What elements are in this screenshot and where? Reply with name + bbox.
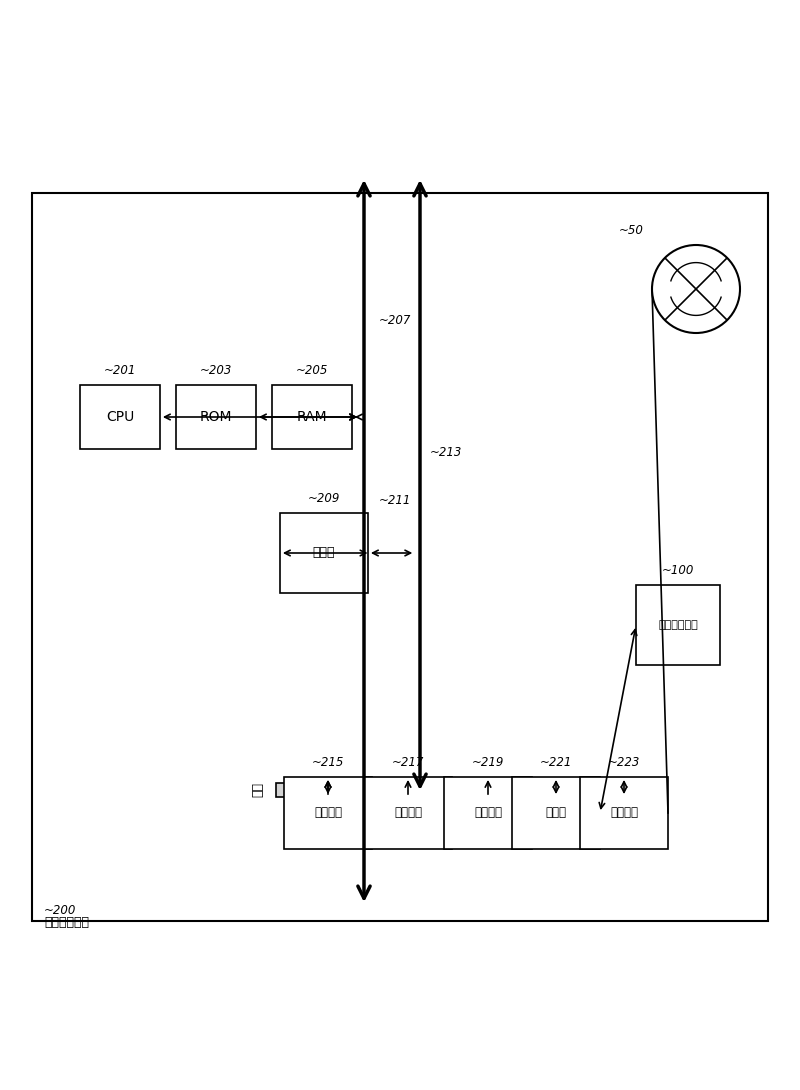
Text: 存储设备: 存储设备 <box>474 807 502 820</box>
Text: 信息处理装置: 信息处理装置 <box>44 916 89 929</box>
FancyBboxPatch shape <box>32 193 768 921</box>
Text: ~211: ~211 <box>378 495 410 508</box>
FancyBboxPatch shape <box>284 777 372 849</box>
FancyBboxPatch shape <box>580 777 668 849</box>
Text: ~219: ~219 <box>472 756 504 770</box>
FancyBboxPatch shape <box>272 385 352 449</box>
FancyBboxPatch shape <box>280 513 368 593</box>
Text: ~200: ~200 <box>44 904 76 917</box>
Text: ~203: ~203 <box>200 364 232 377</box>
Text: ~50: ~50 <box>619 225 644 237</box>
FancyBboxPatch shape <box>444 777 532 849</box>
Text: 输出设备: 输出设备 <box>394 807 422 820</box>
Text: 输入设备: 输入设备 <box>314 807 342 820</box>
Text: ~223: ~223 <box>608 756 640 770</box>
Text: 通信设备: 通信设备 <box>610 807 638 820</box>
Text: ~221: ~221 <box>540 756 572 770</box>
FancyBboxPatch shape <box>636 585 720 665</box>
Text: ~213: ~213 <box>430 447 462 460</box>
Text: ~215: ~215 <box>312 756 344 770</box>
Text: ~100: ~100 <box>662 564 694 577</box>
FancyBboxPatch shape <box>276 783 644 797</box>
Text: 接口: 接口 <box>251 783 264 797</box>
Text: ~207: ~207 <box>378 315 410 327</box>
Text: ~209: ~209 <box>308 492 340 505</box>
FancyBboxPatch shape <box>80 385 160 449</box>
FancyBboxPatch shape <box>364 777 452 849</box>
FancyBboxPatch shape <box>176 385 256 449</box>
Text: 驱动器: 驱动器 <box>546 807 566 820</box>
Text: 桥接器: 桥接器 <box>313 546 335 559</box>
Text: ROM: ROM <box>200 410 232 424</box>
Text: ~205: ~205 <box>296 364 328 377</box>
Text: ~201: ~201 <box>104 364 136 377</box>
Text: RAM: RAM <box>297 410 327 424</box>
FancyBboxPatch shape <box>512 777 600 849</box>
Text: ~217: ~217 <box>392 756 424 770</box>
Text: CPU: CPU <box>106 410 134 424</box>
Text: 移动存储设备: 移动存储设备 <box>658 620 698 630</box>
